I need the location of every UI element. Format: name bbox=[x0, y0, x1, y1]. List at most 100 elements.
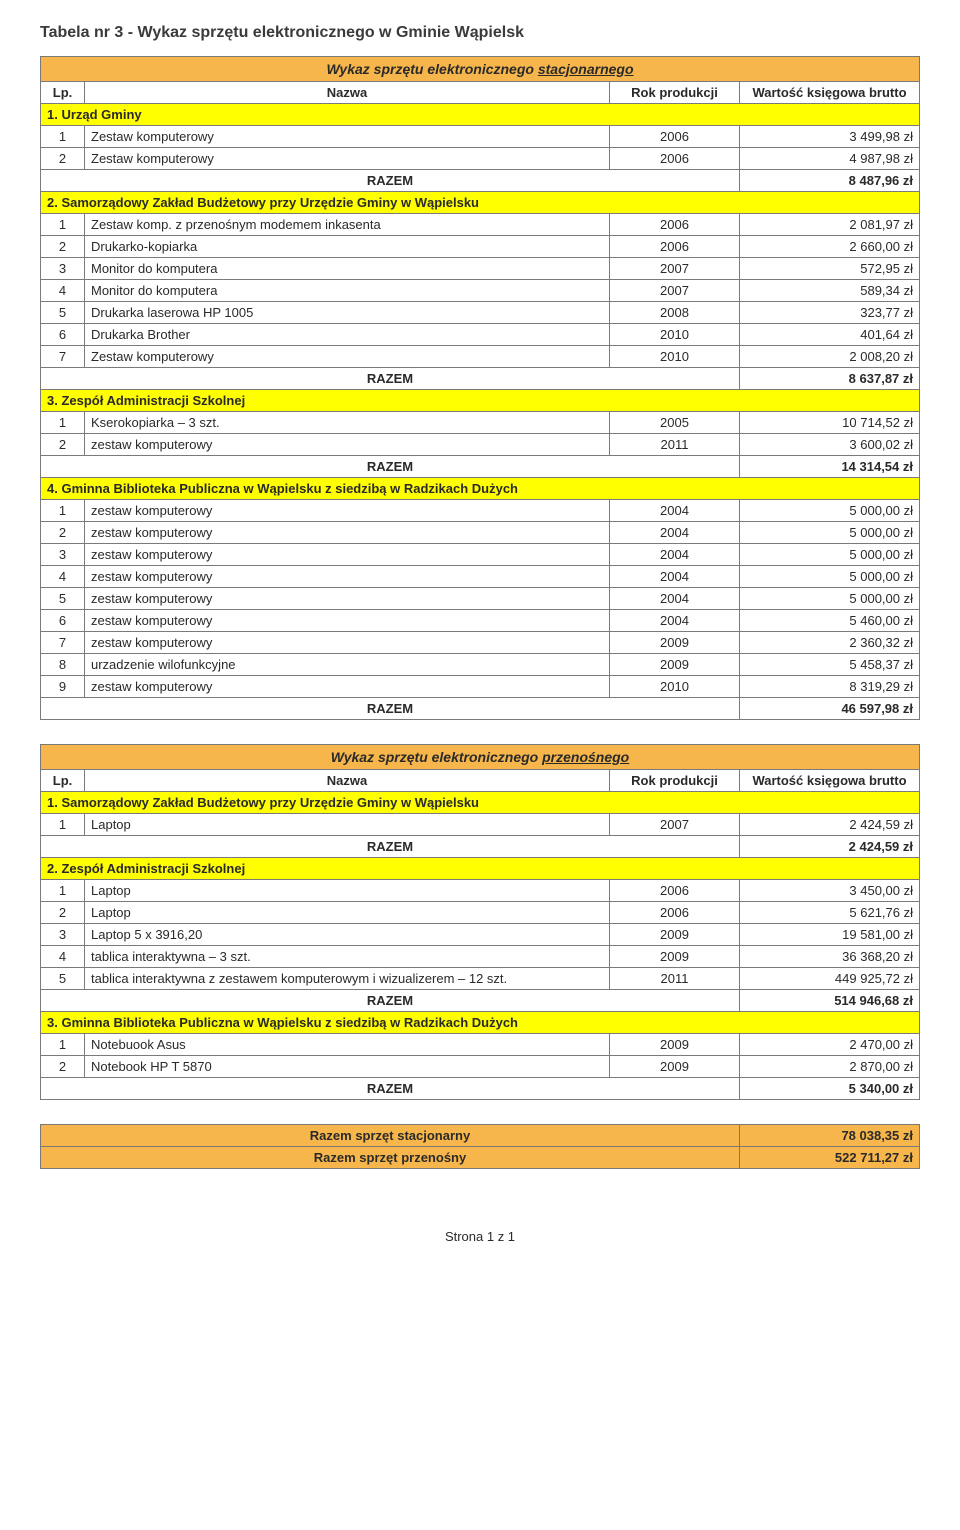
summary-label: Razem sprzęt przenośny bbox=[41, 1147, 740, 1169]
section-title: 1. Urząd Gminy bbox=[41, 104, 920, 126]
cell-year: 2004 bbox=[610, 522, 740, 544]
cell-name: Kserokopiarka – 3 szt. bbox=[85, 412, 610, 434]
table-row: 1Zestaw komputerowy20063 499,98 zł bbox=[41, 126, 920, 148]
cell-lp: 3 bbox=[41, 544, 85, 566]
cell-year: 2004 bbox=[610, 500, 740, 522]
table-row: 7zestaw komputerowy20092 360,32 zł bbox=[41, 632, 920, 654]
cell-val: 589,34 zł bbox=[740, 280, 920, 302]
cell-name: Drukarka laserowa HP 1005 bbox=[85, 302, 610, 324]
table-stacjonarny: Wykaz sprzętu elektronicznego stacjonarn… bbox=[40, 56, 920, 720]
cell-val: 19 581,00 zł bbox=[740, 924, 920, 946]
cell-lp: 3 bbox=[41, 924, 85, 946]
cell-val: 5 458,37 zł bbox=[740, 654, 920, 676]
table-row: 2zestaw komputerowy20045 000,00 zł bbox=[41, 522, 920, 544]
cell-year: 2010 bbox=[610, 324, 740, 346]
cell-lp: 1 bbox=[41, 880, 85, 902]
table-row: 4tablica interaktywna – 3 szt.200936 368… bbox=[41, 946, 920, 968]
cell-lp: 2 bbox=[41, 902, 85, 924]
cell-val: 401,64 zł bbox=[740, 324, 920, 346]
cell-name: zestaw komputerowy bbox=[85, 522, 610, 544]
cell-val: 5 000,00 zł bbox=[740, 522, 920, 544]
table1-header-prefix: Wykaz sprzętu elektronicznego bbox=[326, 61, 537, 77]
cell-lp: 3 bbox=[41, 258, 85, 280]
cell-lp: 5 bbox=[41, 302, 85, 324]
cell-val: 572,95 zł bbox=[740, 258, 920, 280]
table-row: 7Zestaw komputerowy20102 008,20 zł bbox=[41, 346, 920, 368]
cell-name: zestaw komputerowy bbox=[85, 434, 610, 456]
cell-name: Drukarko-kopiarka bbox=[85, 236, 610, 258]
cell-year: 2006 bbox=[610, 902, 740, 924]
cell-val: 5 000,00 zł bbox=[740, 544, 920, 566]
razem-value: 8 487,96 zł bbox=[740, 170, 920, 192]
summary-row: Razem sprzęt stacjonarny78 038,35 zł bbox=[41, 1125, 920, 1147]
section-title: 2. Samorządowy Zakład Budżetowy przy Urz… bbox=[41, 192, 920, 214]
table-row: 2zestaw komputerowy20113 600,02 zł bbox=[41, 434, 920, 456]
cell-val: 449 925,72 zł bbox=[740, 968, 920, 990]
cell-year: 2004 bbox=[610, 566, 740, 588]
col-year-header: Rok produkcji bbox=[610, 82, 740, 104]
cell-year: 2004 bbox=[610, 588, 740, 610]
summary-value: 78 038,35 zł bbox=[740, 1125, 920, 1147]
razem-value: 5 340,00 zł bbox=[740, 1078, 920, 1100]
razem-label: RAZEM bbox=[41, 698, 740, 720]
cell-year: 2011 bbox=[610, 434, 740, 456]
cell-name: Laptop bbox=[85, 814, 610, 836]
cell-name: tablica interaktywna z zestawem komputer… bbox=[85, 968, 610, 990]
col-val-header: Wartość księgowa brutto bbox=[740, 770, 920, 792]
cell-val: 3 600,02 zł bbox=[740, 434, 920, 456]
cell-year: 2008 bbox=[610, 302, 740, 324]
cell-name: Laptop bbox=[85, 902, 610, 924]
col-year-header: Rok produkcji bbox=[610, 770, 740, 792]
cell-name: Zestaw komputerowy bbox=[85, 346, 610, 368]
table1-col-headers: Lp. Nazwa Rok produkcji Wartość księgowa… bbox=[41, 82, 920, 104]
cell-val: 5 621,76 zł bbox=[740, 902, 920, 924]
section-row: 2. Zespół Administracji Szkolnej bbox=[41, 858, 920, 880]
cell-lp: 9 bbox=[41, 676, 85, 698]
col-lp-header: Lp. bbox=[41, 770, 85, 792]
cell-lp: 6 bbox=[41, 610, 85, 632]
cell-year: 2009 bbox=[610, 1034, 740, 1056]
cell-lp: 2 bbox=[41, 148, 85, 170]
cell-val: 2 870,00 zł bbox=[740, 1056, 920, 1078]
cell-lp: 1 bbox=[41, 814, 85, 836]
table-row: 2Notebook HP T 587020092 870,00 zł bbox=[41, 1056, 920, 1078]
col-lp-header: Lp. bbox=[41, 82, 85, 104]
razem-value: 2 424,59 zł bbox=[740, 836, 920, 858]
table-row: 8urzadzenie wilofunkcyjne20095 458,37 zł bbox=[41, 654, 920, 676]
table-row: 1Laptop20072 424,59 zł bbox=[41, 814, 920, 836]
cell-val: 4 987,98 zł bbox=[740, 148, 920, 170]
table2-header-underlined: przenośnego bbox=[542, 749, 629, 765]
cell-year: 2006 bbox=[610, 148, 740, 170]
razem-label: RAZEM bbox=[41, 1078, 740, 1100]
cell-lp: 1 bbox=[41, 500, 85, 522]
cell-year: 2010 bbox=[610, 676, 740, 698]
razem-row: RAZEM8 487,96 zł bbox=[41, 170, 920, 192]
cell-val: 2 470,00 zł bbox=[740, 1034, 920, 1056]
section-row: 1. Samorządowy Zakład Budżetowy przy Urz… bbox=[41, 792, 920, 814]
table-row: 9zestaw komputerowy20108 319,29 zł bbox=[41, 676, 920, 698]
cell-year: 2009 bbox=[610, 924, 740, 946]
section-row: 4. Gminna Biblioteka Publiczna w Wąpiels… bbox=[41, 478, 920, 500]
razem-row: RAZEM2 424,59 zł bbox=[41, 836, 920, 858]
cell-lp: 8 bbox=[41, 654, 85, 676]
summary-table: Razem sprzęt stacjonarny78 038,35 złRaze… bbox=[40, 1124, 920, 1169]
cell-year: 2007 bbox=[610, 814, 740, 836]
cell-lp: 1 bbox=[41, 126, 85, 148]
cell-name: Notebook HP T 5870 bbox=[85, 1056, 610, 1078]
cell-lp: 7 bbox=[41, 632, 85, 654]
razem-value: 514 946,68 zł bbox=[740, 990, 920, 1012]
cell-val: 3 499,98 zł bbox=[740, 126, 920, 148]
table-przenosny: Wykaz sprzętu elektronicznego przenośneg… bbox=[40, 744, 920, 1100]
cell-year: 2006 bbox=[610, 126, 740, 148]
cell-lp: 2 bbox=[41, 434, 85, 456]
section-row: 3. Zespół Administracji Szkolnej bbox=[41, 390, 920, 412]
page-footer: Strona 1 z 1 bbox=[40, 1229, 920, 1244]
cell-name: tablica interaktywna – 3 szt. bbox=[85, 946, 610, 968]
razem-label: RAZEM bbox=[41, 990, 740, 1012]
razem-value: 46 597,98 zł bbox=[740, 698, 920, 720]
table-row: 3zestaw komputerowy20045 000,00 zł bbox=[41, 544, 920, 566]
cell-lp: 1 bbox=[41, 412, 85, 434]
cell-year: 2009 bbox=[610, 1056, 740, 1078]
cell-name: Zestaw komp. z przenośnym modemem inkase… bbox=[85, 214, 610, 236]
cell-year: 2006 bbox=[610, 214, 740, 236]
